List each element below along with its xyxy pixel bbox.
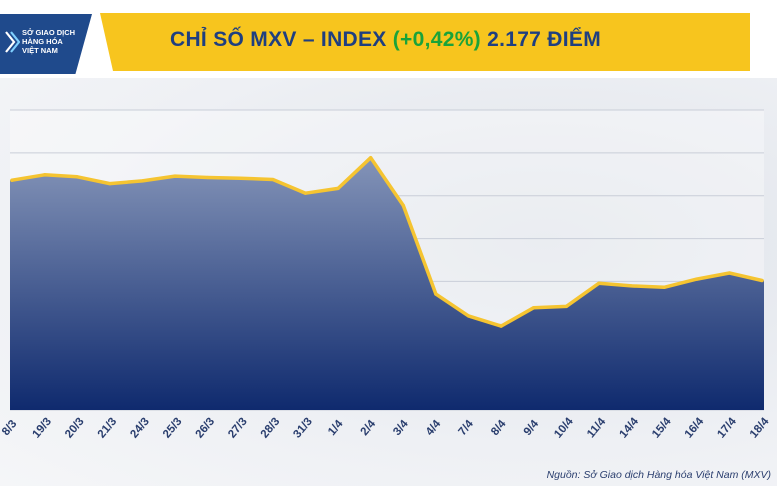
x-tick-label: 7/4 <box>456 418 476 438</box>
data-point-1/4 <box>336 186 340 191</box>
x-tick-label: 9/4 <box>522 418 542 438</box>
series-area <box>10 157 764 410</box>
title-change: (+0,42%) <box>392 28 481 51</box>
data-point-19/3 <box>43 173 47 177</box>
x-tick-label: 18/4 <box>748 415 772 440</box>
x-tick-label: 16/4 <box>683 415 707 440</box>
logo-line3: VIỆT NAM <box>22 46 58 55</box>
title-value: 2.177 ĐIỂM <box>487 28 601 51</box>
title-banner <box>100 13 750 71</box>
x-tick-label: 17/4 <box>715 415 739 440</box>
data-point-14/4 <box>629 284 634 288</box>
x-tick-label: 11/4 <box>585 415 609 440</box>
page-title: CHỈ SỐ MXV – INDEX (+0,42%) 2.177 ĐIỂM <box>170 28 601 52</box>
x-tick-label: 27/3 <box>226 416 250 441</box>
data-point-3/4 <box>401 203 405 208</box>
data-point-21/3 <box>108 182 112 186</box>
x-tick-label: 4/4 <box>424 418 444 438</box>
data-point-7/4 <box>466 314 471 318</box>
data-point-31/3 <box>303 191 308 195</box>
x-tick-label: 2/4 <box>359 418 379 438</box>
x-tick-label: 25/3 <box>161 416 185 441</box>
x-tick-label: 28/3 <box>259 416 283 441</box>
x-tick-label: 26/3 <box>194 416 218 441</box>
data-point-17/4 <box>727 271 731 275</box>
series-line <box>10 155 764 328</box>
data-point-27/3 <box>238 176 242 180</box>
x-axis-ticks: 8/3 19/3 20/3 21/3 24/3 25/3 26/3 27/3 28/3 31/3 1… <box>0 415 772 440</box>
logo-text: SỞ GIAO DỊCH HÀNG HÓA VIỆT NAM <box>22 28 88 55</box>
x-tick-label: 1/4 <box>326 418 346 438</box>
logo-line2: HÀNG HÓA <box>22 37 63 46</box>
x-tick-label: 31/3 <box>291 416 315 441</box>
x-tick-label: 20/3 <box>63 416 87 441</box>
data-point-4/4 <box>434 292 438 296</box>
data-point-9/4 <box>532 306 536 310</box>
header: CHỈ SỐ MXV – INDEX (+0,42%) 2.177 ĐIỂM S… <box>0 0 777 78</box>
data-point-11/4 <box>597 281 601 285</box>
logo: SỞ GIAO DỊCH HÀNG HÓA VIỆT NAM <box>0 14 92 74</box>
data-point-28/3 <box>271 177 275 182</box>
data-point-10/4 <box>564 304 568 308</box>
source-note: Nguồn: Sở Giao dịch Hàng hóa Việt Nam (M… <box>546 469 771 481</box>
x-tick-label: 21/3 <box>96 416 120 441</box>
x-tick-label: 3/4 <box>391 418 411 438</box>
data-point-16/4 <box>695 277 699 281</box>
logo-mark-icon <box>5 31 20 53</box>
data-point-8/4 <box>499 324 503 328</box>
x-tick-label: 19/3 <box>31 416 55 441</box>
data-point-18/3 <box>10 178 14 182</box>
x-tick-label: 15/4 <box>650 415 674 440</box>
data-point-18/4 <box>760 278 764 283</box>
data-point-24/3 <box>140 179 145 183</box>
data-point-15/4 <box>662 285 666 289</box>
series-points <box>10 156 764 328</box>
data-point-26/3 <box>206 175 210 180</box>
data-point-20/3 <box>75 175 79 179</box>
x-tick-label: 14/4 <box>617 415 641 440</box>
title-prefix: CHỈ SỐ MXV – INDEX <box>170 28 387 51</box>
logo-line1: SỞ GIAO DỊCH <box>22 28 76 37</box>
x-tick-label: 10/4 <box>552 415 576 440</box>
x-tick-label: 24/3 <box>128 416 152 441</box>
data-point-25/3 <box>173 174 177 178</box>
x-tick-label: 8/3 <box>0 418 19 438</box>
data-point-2/4 <box>369 156 373 160</box>
x-tick-label: 8/4 <box>489 418 509 438</box>
